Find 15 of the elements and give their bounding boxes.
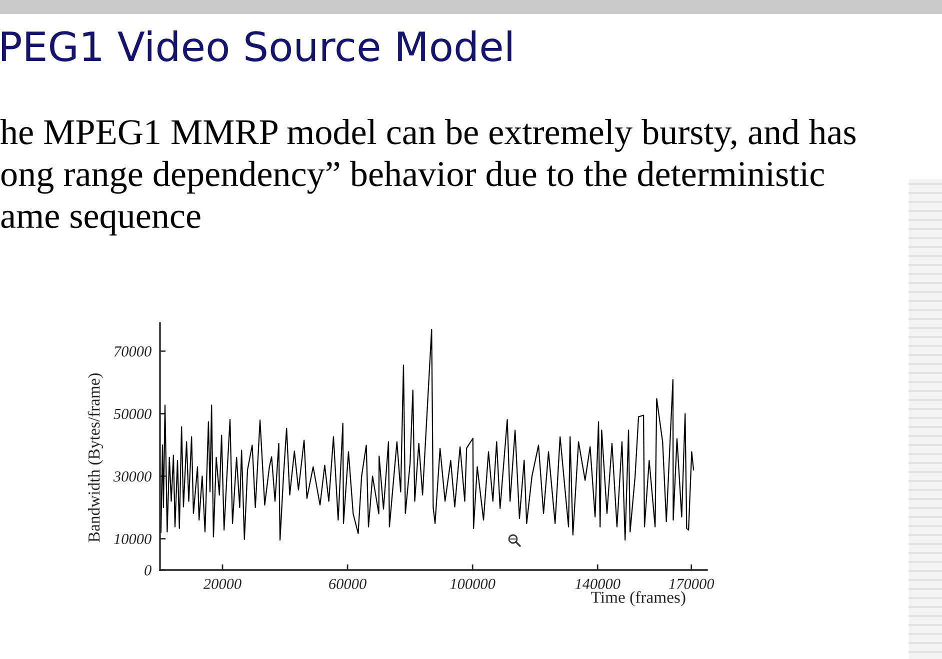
y-tick-label: 10000 <box>114 534 152 544</box>
chart-title: PEG1 Video Source Model <box>2 30 512 62</box>
y-tick-label: 70000 <box>114 346 152 357</box>
line-series <box>160 329 694 541</box>
y-axis-title: Bandwidth (Bytes/frame) <box>88 373 104 542</box>
x-tick-label: 170000 <box>669 578 714 590</box>
x-axis-title: Time (frames) <box>591 590 686 606</box>
y-tick-label: 0 <box>144 565 152 576</box>
x-tick-label: 100000 <box>450 578 496 590</box>
chart-subtitle: he MPEG1 MMRP model can be extremely bursty, and has ong range dependency” behavior due to the deterministic ame sequence <box>0 119 856 236</box>
x-tick-label: 60000 <box>329 578 366 590</box>
y-tick-label: 50000 <box>114 408 152 420</box>
y-tick-label: 30000 <box>113 471 152 482</box>
x-tick-label: 20000 <box>203 578 242 590</box>
x-tick-label: 140000 <box>575 578 620 590</box>
